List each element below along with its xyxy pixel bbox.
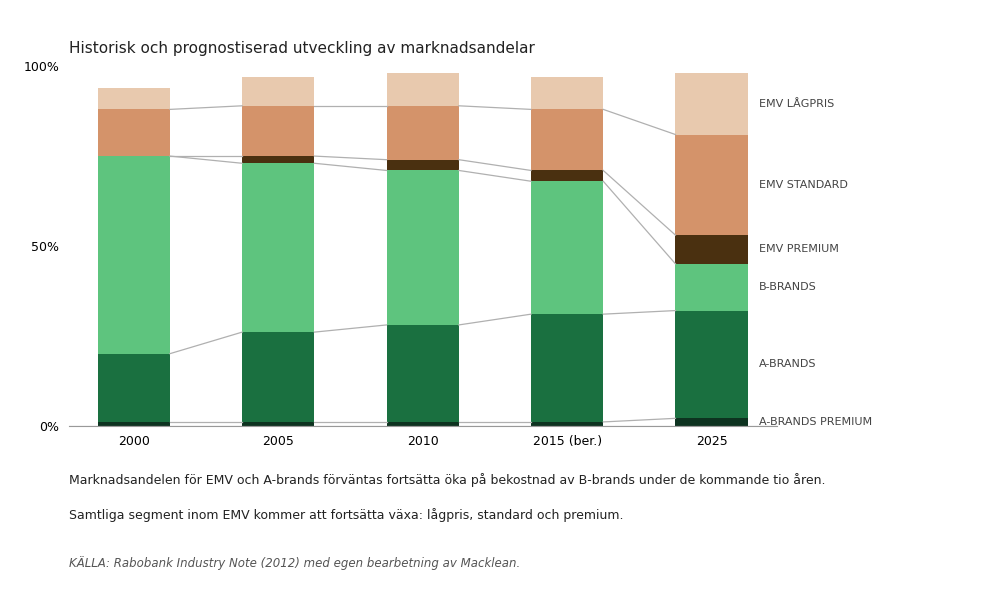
Text: A-BRANDS PREMIUM: A-BRANDS PREMIUM (759, 417, 872, 427)
Bar (531, 170, 604, 181)
Bar (97, 88, 170, 109)
Bar (386, 73, 459, 106)
Bar (675, 418, 748, 426)
Text: Samtliga segment inom EMV kommer att fortsätta växa: lågpris, standard och premi: Samtliga segment inom EMV kommer att for… (69, 508, 623, 522)
Bar (97, 156, 170, 353)
Bar (386, 170, 459, 325)
Bar (675, 264, 748, 310)
Bar (531, 77, 604, 109)
Bar (675, 310, 748, 418)
Bar (386, 325, 459, 422)
Bar (242, 422, 315, 426)
Bar (531, 181, 604, 314)
Bar (242, 106, 315, 156)
Text: KÄLLA: Rabobank Industry Note (2012) med egen bearbetning av Macklean.: KÄLLA: Rabobank Industry Note (2012) med… (69, 556, 520, 570)
Bar (242, 77, 315, 106)
Bar (675, 135, 748, 235)
Bar (242, 156, 315, 163)
Bar (531, 422, 604, 426)
Bar (386, 106, 459, 160)
Text: Marknadsandelen för EMV och A-brands förväntas fortsätta öka på bekostnad av B-b: Marknadsandelen för EMV och A-brands för… (69, 473, 826, 487)
Bar (242, 332, 315, 422)
Bar (97, 109, 170, 156)
Bar (386, 160, 459, 170)
Text: EMV PREMIUM: EMV PREMIUM (759, 245, 839, 255)
Bar (242, 163, 315, 332)
Bar (531, 109, 604, 170)
Text: EMV STANDARD: EMV STANDARD (759, 180, 848, 190)
Text: A-BRANDS: A-BRANDS (759, 359, 817, 369)
Text: B-BRANDS: B-BRANDS (759, 282, 817, 292)
Bar (97, 422, 170, 426)
Bar (675, 235, 748, 264)
Bar (531, 314, 604, 422)
Text: Historisk och prognostiserad utveckling av marknadsandelar: Historisk och prognostiserad utveckling … (69, 41, 535, 56)
Bar (97, 353, 170, 422)
Bar (675, 73, 748, 135)
Bar (386, 422, 459, 426)
Text: EMV LÅGPRIS: EMV LÅGPRIS (759, 99, 835, 109)
